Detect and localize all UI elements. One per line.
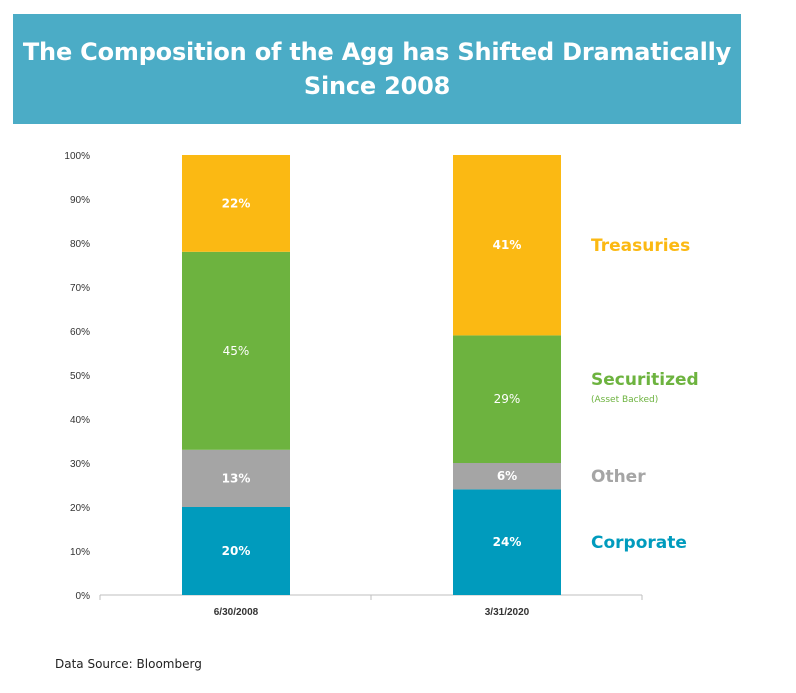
category-label: 6/30/2008	[214, 607, 259, 618]
legend-subtitle: (Asset Backed)	[591, 395, 658, 405]
data-label: 45%	[223, 344, 250, 358]
data-label: 6%	[497, 469, 517, 483]
y-tick-label: 50%	[70, 371, 90, 382]
data-label: 41%	[493, 238, 522, 252]
bar-segment	[182, 507, 290, 595]
bar-segment	[453, 155, 561, 336]
y-tick-label: 20%	[70, 503, 90, 514]
bar-segment	[453, 335, 561, 463]
bar-segment	[453, 463, 561, 490]
bar-segment	[182, 251, 290, 450]
chart-title-line-2: Since 2008	[303, 72, 451, 100]
data-label: 24%	[493, 535, 522, 549]
y-tick-label: 0%	[76, 591, 91, 602]
y-tick-label: 70%	[70, 283, 90, 294]
bar-segment	[182, 155, 290, 252]
bar-segment	[182, 449, 290, 507]
legend-entry: Securitized	[591, 370, 699, 390]
y-tick-label: 40%	[70, 415, 90, 426]
y-tick-label: 60%	[70, 327, 90, 338]
data-source: Data Source: Bloomberg	[55, 657, 202, 671]
legend-entry: Corporate	[591, 533, 687, 553]
data-label: 13%	[222, 471, 251, 485]
legend-entry: Other	[591, 467, 646, 487]
y-tick-label: 10%	[70, 547, 90, 558]
data-label: 29%	[494, 392, 521, 406]
legend-entry: Treasuries	[591, 236, 690, 256]
y-tick-label: 90%	[70, 195, 90, 206]
data-label: 22%	[222, 196, 251, 210]
data-label: 20%	[222, 544, 251, 558]
category-label: 3/31/2020	[485, 607, 530, 618]
bar-segment	[453, 489, 561, 595]
chart-title-line-1: The Composition of the Agg has Shifted D…	[22, 38, 732, 66]
title-banner: The Composition of the Agg has Shifted D…	[13, 14, 741, 124]
y-tick-label: 30%	[70, 459, 90, 470]
y-tick-label: 80%	[70, 239, 90, 250]
y-tick-label: 100%	[64, 151, 90, 162]
